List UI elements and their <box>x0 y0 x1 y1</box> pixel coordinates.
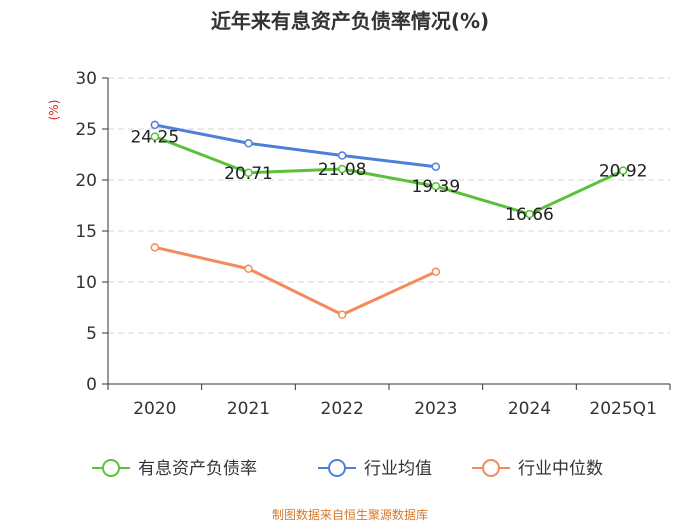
y-tick-label: 30 <box>75 69 97 89</box>
legend-marker <box>102 459 120 477</box>
data-point <box>431 267 441 277</box>
y-tick-label: 20 <box>75 171 97 191</box>
y-tick-label: 5 <box>86 324 97 344</box>
data-point <box>150 120 160 130</box>
y-tick-label: 25 <box>75 120 97 140</box>
series-line <box>154 135 624 216</box>
legend-label: 行业中位数 <box>518 459 603 479</box>
data-label: 21.08 <box>318 160 367 180</box>
data-point <box>337 151 347 160</box>
data-point <box>244 168 253 178</box>
data-point <box>337 310 347 319</box>
x-tick-label: 2020 <box>133 399 176 419</box>
series-line <box>154 123 437 169</box>
data-point <box>337 164 347 174</box>
data-point <box>244 139 253 148</box>
y-tick-label: 10 <box>75 273 97 293</box>
y-tick-label: 0 <box>86 375 97 395</box>
data-label: 20.71 <box>224 164 273 184</box>
data-point <box>150 132 160 141</box>
data-label: 20.92 <box>599 162 648 182</box>
data-point <box>431 162 441 171</box>
data-point <box>150 243 160 252</box>
data-label: 24.25 <box>130 128 179 148</box>
data-point <box>525 209 534 219</box>
legend-label: 行业均值 <box>364 459 432 479</box>
data-point <box>618 166 628 175</box>
x-tick-label: 2023 <box>414 399 457 419</box>
series-line <box>154 245 437 317</box>
x-tick-label: 2024 <box>508 399 551 419</box>
legend-marker <box>482 459 500 477</box>
data-label: 19.39 <box>411 177 460 197</box>
data-point <box>431 181 441 191</box>
legend-label: 有息资产负债率 <box>138 459 257 479</box>
x-tick-label: 2025Q1 <box>589 399 656 419</box>
chart-title: 近年来有息资产负债率情况(%) <box>211 9 489 33</box>
x-tick-label: 2022 <box>321 399 364 419</box>
legend-marker <box>328 459 346 477</box>
data-point <box>244 264 253 273</box>
y-tick-label: 15 <box>75 222 97 242</box>
x-tick-label: 2021 <box>227 399 270 419</box>
source-note: 制图数据来自恒生聚源数据库 <box>272 507 428 522</box>
y-axis-unit: (%) <box>47 100 61 121</box>
data-label: 16.66 <box>505 205 554 225</box>
